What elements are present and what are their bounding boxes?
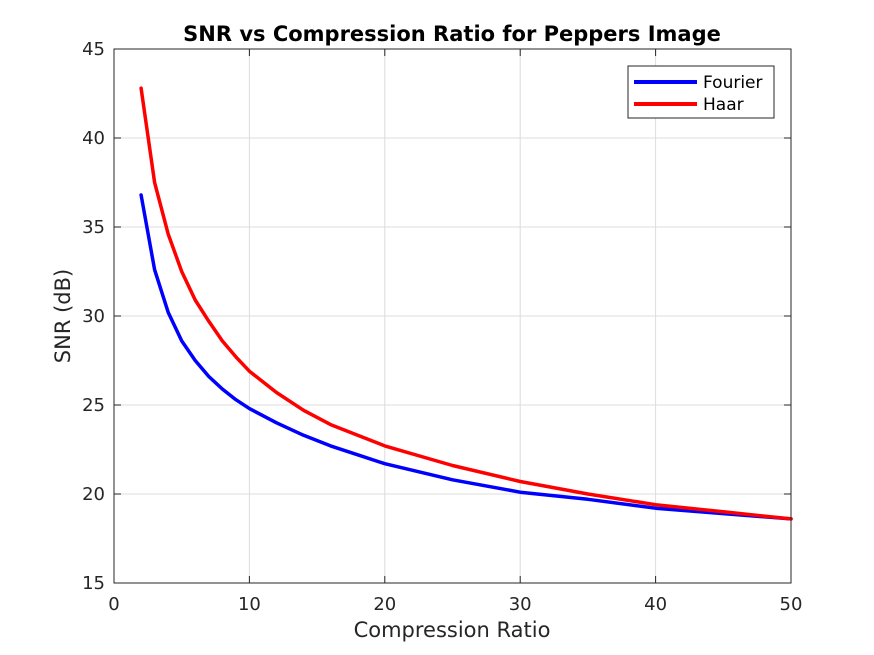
y-tick-label: 35 (82, 217, 105, 238)
x-axis-label: Compression Ratio (354, 618, 551, 642)
axis-ticks: 0 10 20 30 40 50 15 20 25 30 35 40 45 (82, 39, 802, 615)
y-tick-label: 40 (82, 128, 105, 149)
x-tick-label: 10 (238, 594, 261, 615)
y-tick-label: 25 (82, 395, 105, 416)
y-axis-label: SNR (dB) (51, 269, 75, 363)
x-tick-label: 40 (644, 594, 667, 615)
legend-box (627, 65, 775, 119)
series-line-fourier (139, 193, 793, 521)
series-layer (139, 86, 793, 521)
chart-title: SNR vs Compression Ratio for Peppers Ima… (183, 22, 721, 46)
series-line-haar (139, 86, 793, 521)
y-tick-label: 30 (82, 306, 105, 327)
y-tick-label: 20 (82, 484, 105, 505)
y-tick-label: 15 (82, 573, 105, 594)
legend-label-haar: Haar (703, 95, 744, 115)
x-tick-label: 20 (373, 594, 396, 615)
legend-label-fourier: Fourier (703, 73, 763, 93)
x-tick-label: 50 (780, 594, 803, 615)
y-tick-label: 45 (82, 39, 105, 60)
x-tick-label: 0 (108, 594, 119, 615)
x-tick-label: 30 (509, 594, 532, 615)
